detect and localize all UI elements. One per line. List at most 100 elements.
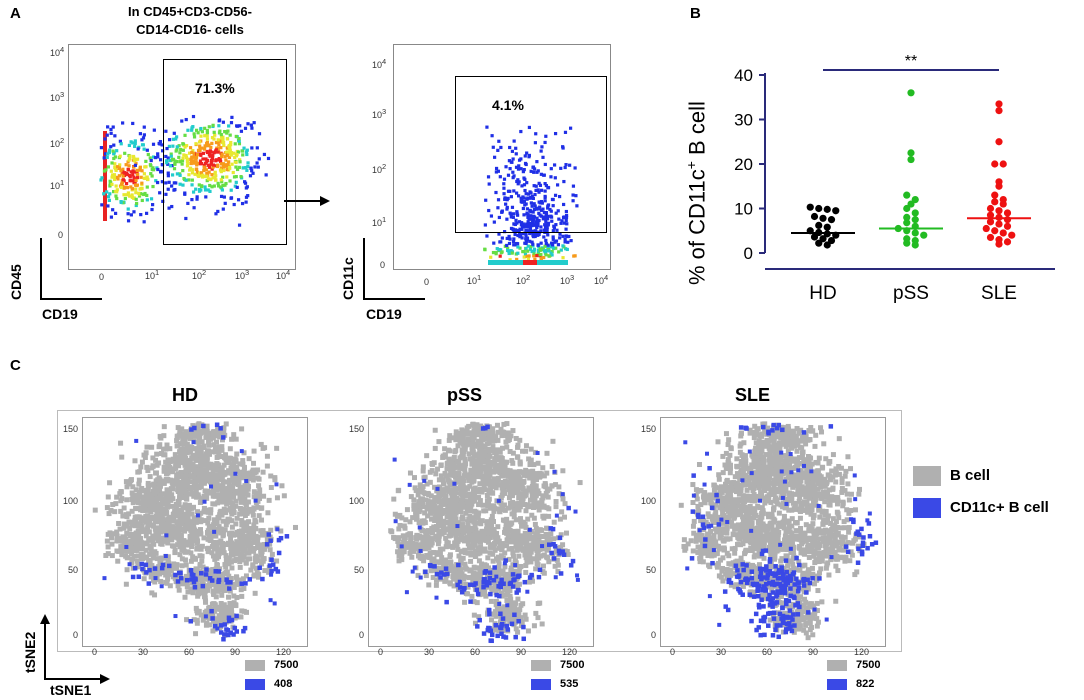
tsne-point-b-cell <box>408 544 414 550</box>
density-point <box>194 156 199 160</box>
tsne-point-b-cell <box>484 492 490 498</box>
tsne-point-b-cell <box>472 473 478 479</box>
density-point <box>546 243 550 247</box>
tsne-point-b-cell <box>485 565 491 571</box>
data-point <box>920 231 928 239</box>
tsne-point-b-cell <box>492 466 498 472</box>
density-point <box>514 146 518 150</box>
tsne-point-b-cell <box>136 481 142 487</box>
tsne-point-b-cell <box>222 491 228 497</box>
density-point <box>530 220 535 224</box>
density-point <box>203 174 207 179</box>
tsne-point-b-cell <box>193 453 199 459</box>
density-point <box>151 184 155 189</box>
tsne-point-b-cell <box>232 456 238 462</box>
tsne-point-b-cell <box>214 461 220 467</box>
data-point <box>907 89 915 97</box>
density-point <box>549 251 553 255</box>
tsne-point-b-cell <box>115 536 121 542</box>
tsne-point-b-cell <box>202 488 208 494</box>
density-point <box>516 178 520 182</box>
x-tick: 101 <box>145 268 160 281</box>
density-point <box>126 191 130 195</box>
density-point <box>236 150 241 154</box>
tsne-point-b-cell <box>547 536 553 542</box>
data-point <box>999 160 1007 168</box>
tsne-point-b-cell <box>159 535 165 541</box>
tsne-point-b-cell <box>201 493 207 499</box>
tsne-point-cd11c <box>216 579 221 585</box>
density-point <box>541 155 545 159</box>
tsne-point-b-cell <box>233 498 239 504</box>
density-point <box>214 178 218 182</box>
tsne-point-b-cell <box>526 469 532 475</box>
tsne-point-b-cell <box>198 510 204 516</box>
tsne-point-b-cell <box>443 544 449 550</box>
density-point <box>510 149 515 153</box>
tsne-point-b-cell <box>143 529 149 535</box>
tsne-point-b-cell <box>476 502 482 508</box>
tsne-point-b-cell <box>487 482 493 488</box>
tsne-point-b-cell <box>530 473 536 479</box>
tsne-point-b-cell <box>453 490 459 496</box>
density-point <box>489 214 494 218</box>
data-point <box>1008 231 1016 239</box>
tsne-pss-points <box>388 421 583 644</box>
tsne-point-b-cell <box>432 445 438 451</box>
tsne-point-b-cell <box>504 459 510 465</box>
density-point <box>575 204 579 208</box>
density-point <box>241 153 245 157</box>
tsne-point-b-cell <box>166 529 172 535</box>
tsne-point-cd11c <box>200 583 206 589</box>
density-point <box>485 125 489 129</box>
density-point <box>140 198 144 203</box>
density-point <box>241 166 245 170</box>
tsne-outer-frame <box>57 410 902 652</box>
tsne-point-b-cell <box>163 471 169 477</box>
tsne-point-b-cell <box>482 530 488 536</box>
tsne-point-b-cell <box>188 550 194 556</box>
density-point <box>140 186 144 190</box>
tsne-point-b-cell <box>544 547 550 553</box>
tsne-point-b-cell <box>211 429 217 435</box>
tsne-point-b-cell <box>458 491 464 497</box>
data-point <box>995 107 1003 115</box>
density-point <box>512 237 516 241</box>
tsne-point-b-cell <box>155 512 161 518</box>
density-point <box>145 193 149 198</box>
tsne-point-b-cell <box>211 517 217 523</box>
tsne-point-b-cell <box>198 454 204 460</box>
tsne-point-b-cell <box>252 526 258 532</box>
tsne-point-b-cell <box>173 504 179 510</box>
density-point <box>522 199 527 204</box>
tsne-point-b-cell <box>278 528 284 534</box>
tsne-point-b-cell <box>158 578 164 584</box>
density-point <box>188 166 193 170</box>
tsne-point-b-cell <box>206 622 212 628</box>
tsne-point-b-cell <box>274 445 280 451</box>
density-point <box>534 184 538 188</box>
density-point <box>211 163 216 167</box>
tsne-point-b-cell <box>127 481 133 487</box>
tsne-point-cd11c <box>214 422 220 428</box>
tsne-point-cd11c <box>189 427 194 432</box>
density-point <box>203 161 207 165</box>
density-point <box>544 238 548 243</box>
tsne-point-b-cell <box>504 538 510 544</box>
density-point <box>139 192 143 196</box>
density-point <box>555 228 559 232</box>
density-point <box>566 240 570 244</box>
tsne-point-b-cell <box>433 533 439 539</box>
tsne-point-b-cell <box>179 454 185 460</box>
tsne-point-cd11c <box>163 553 168 558</box>
density-point <box>514 228 518 233</box>
tsne-point-b-cell <box>175 583 181 589</box>
tsne-point-b-cell <box>508 538 514 544</box>
tsne-point-b-cell <box>532 449 538 455</box>
density-point <box>534 222 538 227</box>
tsne-point-cd11c <box>159 584 164 589</box>
tsne-point-b-cell <box>179 508 185 514</box>
tsne-point-b-cell <box>261 542 267 548</box>
density-point <box>222 168 226 173</box>
density-point <box>115 149 119 153</box>
